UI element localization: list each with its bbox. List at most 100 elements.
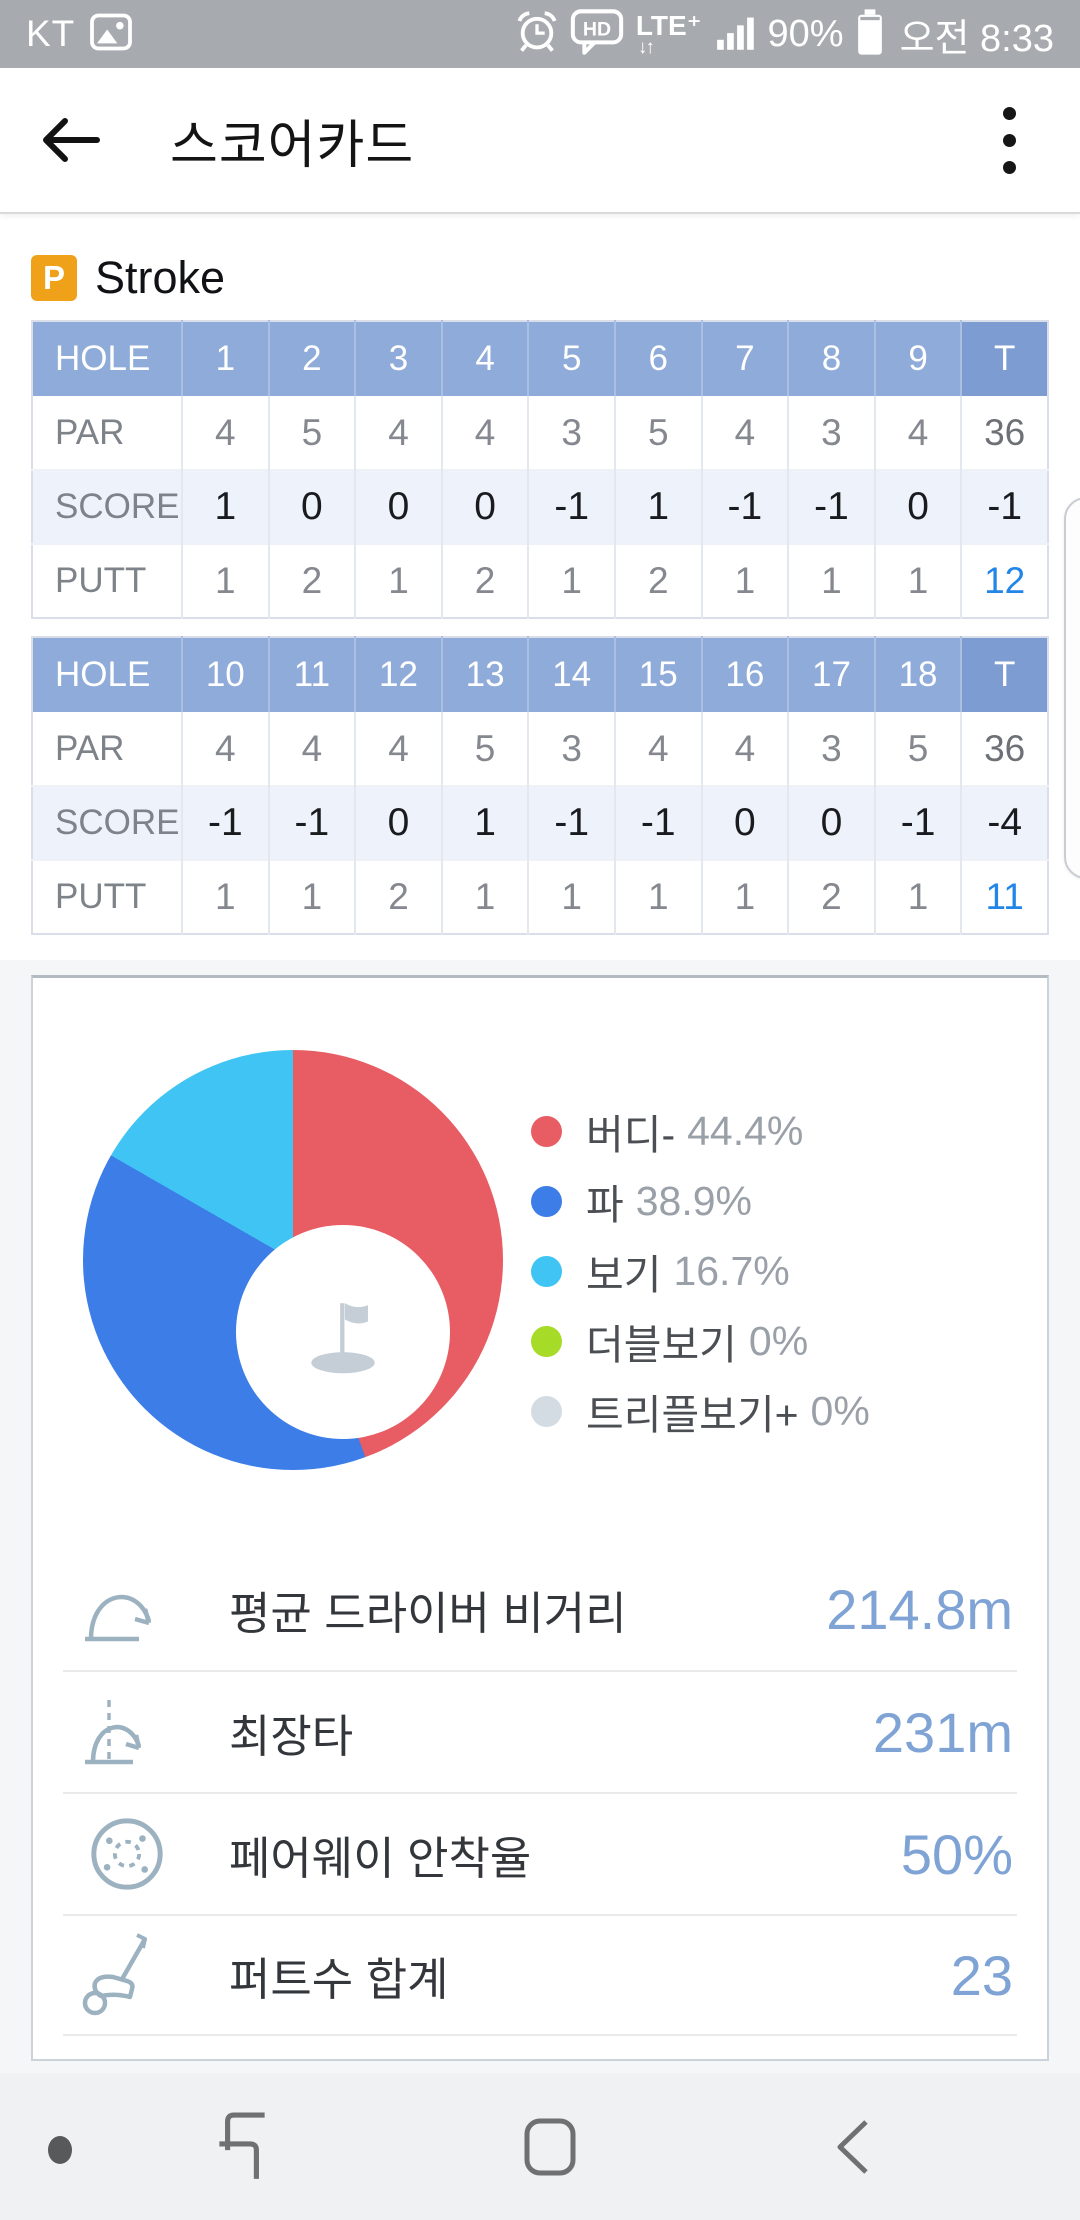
stat-row-longest-drive: 최장타 231m [63,1670,1017,1792]
legend-dot [531,1255,562,1287]
recents-icon [219,2112,265,2179]
par-cell: 4 [354,712,442,786]
navigation-bar [0,2073,1080,2220]
legend-dot [531,1395,562,1427]
score-cell: 0 [354,469,442,544]
legend-dot [531,1185,562,1217]
back-icon [837,2119,868,2174]
mode-label: Stroke [95,252,226,303]
hole-number-cell: T [960,321,1048,396]
recents-button[interactable] [152,2073,332,2220]
row-label-cell: PAR [55,412,125,452]
lte-plus-icon: LTE⁺ ↓↑ [635,9,702,58]
hole-number-cell: 6 [613,321,702,396]
legend-dot [531,1325,562,1357]
par-cell: 3 [527,396,615,470]
donut-hole [236,1225,450,1439]
row-label-cell: PUTT [32,859,182,934]
hole-header-cell: HOLE [32,321,182,396]
score-cell: -1 [873,785,962,860]
score-cell: -1 [527,469,615,544]
hole-number-cell: 16 [700,637,789,712]
putt-total-cell: 12 [960,543,1048,618]
score-cell: -1 [787,469,875,544]
putt-cell: 2 [787,859,875,934]
longest-drive-icon [79,1692,175,1772]
stat-row-fairway-hit: 페어웨이 안착율 50% [63,1792,1017,1914]
home-icon [524,2118,576,2175]
hole-number-cell: 9 [873,321,962,396]
clock-label: 오전 8:33 [899,17,1054,60]
score-cell: -1 [613,785,702,860]
par-total-cell: 36 [960,712,1048,786]
hole-number-cell: 1 [181,321,269,396]
putt-cell: 1 [613,859,702,934]
hole-number-cell: 15 [613,637,702,712]
par-cell: 4 [873,396,962,470]
score-cell: 0 [873,469,962,544]
hole-number-cell: 8 [787,321,875,396]
score-cell: 0 [354,785,442,860]
overflow-menu-button[interactable] [974,95,1044,185]
score-cell: -1 [181,785,269,860]
hole-number-cell: 3 [354,321,442,396]
golf-flag-icon [311,1303,375,1374]
legend-item-double-bogey: 더블보기 0% [531,1306,870,1376]
putt-cell: 1 [440,859,529,934]
score-cell: 0 [700,785,789,860]
stat-row-total-putts: 퍼트수 합계 23 [63,1914,1017,2036]
legend-item-bogey: 보기 16.7% [531,1236,870,1306]
hole-number-cell: 12 [354,637,442,712]
home-button[interactable] [460,2073,640,2220]
putt-cell: 2 [267,543,356,618]
hole-number-cell: 13 [440,637,529,712]
legend-item-triple-bogey: 트리플보기+ 0% [531,1376,870,1446]
edge-handle-dot[interactable] [48,2136,72,2164]
hole-number-cell: 18 [873,637,962,712]
par-cell: 3 [527,712,615,786]
score-cell: 1 [440,785,529,860]
putt-cell: 1 [527,859,615,934]
legend-dot [531,1115,562,1147]
putt-cell: 1 [700,543,789,618]
par-cell: 4 [440,396,529,470]
scorecard-table-back-nine: HOLE 10 11 12 13 14 15 16 17 18 T PAR 4 4 4 5 3 4 4 3 5 36 SCO… [31,636,1049,935]
putt-cell: 1 [873,543,962,618]
mode-badge: P [31,255,77,301]
scroll-handle[interactable] [1064,497,1080,879]
back-button[interactable] [36,108,104,172]
putt-cell: 2 [440,543,529,618]
hole-number-cell: T [960,637,1048,712]
stats-list: 평균 드라이버 비거리 214.8m 최장타 231m 페어웨이 안착율 50% [33,1548,1047,2036]
score-distribution-donut-chart [83,1050,503,1470]
putt-cell: 1 [873,859,962,934]
hole-number-cell: 5 [527,321,615,396]
score-cell: 0 [267,469,356,544]
app-header: 스코어카드 [0,68,1080,214]
scorecard-section: P Stroke HOLE 1 2 3 4 5 6 7 8 9 T PAR 4 5 4 4 3 5 4 3 4 36 SCO… [0,252,1080,968]
hole-number-cell: 17 [787,637,875,712]
scorecard-table-front-nine: HOLE 1 2 3 4 5 6 7 8 9 T PAR 4 5 4 4 3 5 4 3 4 36 SCORE 1 0 0 0 -1 1… [31,320,1049,619]
hole-number-cell: 11 [267,637,356,712]
hole-number-cell: 10 [181,637,269,712]
nav-back-button[interactable] [762,2073,942,2220]
row-label-cell: PUTT [32,543,182,618]
putt-cell: 1 [267,859,356,934]
par-cell: 5 [267,396,356,470]
hole-number-cell: 14 [527,637,615,712]
chart-legend: 버디- 44.4% 파 38.9% 보기 16.7% 더블보기 0% 트리플보기… [531,1096,870,1446]
putt-cell: 2 [613,543,702,618]
round-summary-card: 버디- 44.4% 파 38.9% 보기 16.7% 더블보기 0% 트리플보기… [31,975,1049,2061]
par-cell: 5 [613,396,702,470]
row-label-cell: SCORE [32,785,182,860]
game-mode-row: P Stroke [31,252,1080,304]
putt-cell: 1 [181,859,269,934]
score-cell: 1 [613,469,702,544]
legend-item-par: 파 38.9% [531,1166,870,1236]
alarm-icon [516,10,558,59]
battery-percent-label: 90% [767,12,844,55]
hd-voice-icon: HD [570,8,624,60]
hole-number-cell: 7 [700,321,789,396]
putt-total-cell: 11 [960,859,1048,934]
putt-cell: 1 [181,543,269,618]
